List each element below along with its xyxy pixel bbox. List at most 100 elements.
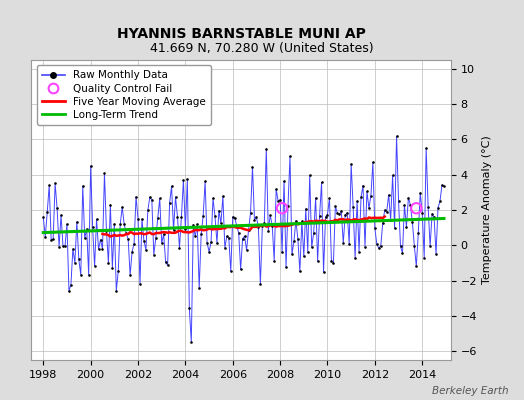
Point	[264, 228, 272, 234]
Point	[278, 249, 286, 256]
Point	[215, 207, 223, 214]
Point	[59, 243, 67, 250]
Point	[163, 262, 172, 268]
Point	[67, 282, 75, 288]
Point	[122, 230, 130, 236]
Point	[308, 244, 316, 250]
Point	[339, 240, 347, 246]
Point	[241, 233, 249, 239]
Point	[430, 214, 438, 220]
Point	[357, 194, 365, 200]
Point	[246, 210, 255, 216]
Point	[159, 231, 168, 237]
Point	[323, 211, 332, 218]
Point	[167, 183, 176, 189]
Title: HYANNIS BARNSTABLE MUNI AP: HYANNIS BARNSTABLE MUNI AP	[117, 27, 365, 41]
Point	[104, 260, 113, 266]
Point	[120, 221, 128, 228]
Point	[171, 194, 180, 200]
Point	[102, 228, 111, 234]
Point	[63, 221, 71, 228]
Point	[280, 178, 288, 184]
Point	[244, 227, 253, 234]
Point	[438, 182, 446, 188]
Point	[166, 200, 174, 206]
Point	[373, 241, 381, 247]
Point	[414, 230, 422, 236]
Point	[292, 218, 300, 224]
Point	[412, 263, 420, 270]
Point	[426, 243, 434, 250]
Point	[328, 258, 336, 264]
Point	[233, 222, 241, 229]
Point	[225, 235, 233, 241]
Point	[440, 183, 448, 189]
Point	[349, 204, 357, 210]
Point	[213, 240, 221, 246]
Point	[177, 213, 185, 220]
Point	[238, 235, 247, 242]
Point	[108, 265, 116, 271]
Point	[69, 246, 77, 252]
Point	[282, 264, 290, 270]
Point	[41, 234, 49, 240]
Point	[86, 163, 95, 169]
Point	[43, 209, 51, 216]
Point	[79, 183, 87, 189]
Point	[39, 214, 48, 220]
Point	[286, 153, 294, 160]
Point	[377, 243, 385, 249]
Point	[290, 238, 298, 244]
Point	[298, 218, 306, 224]
Point	[335, 211, 344, 218]
Point	[388, 172, 397, 178]
Point	[243, 247, 251, 254]
Point	[181, 226, 190, 232]
Point	[343, 210, 352, 216]
Point	[65, 288, 73, 294]
Point	[315, 213, 324, 219]
Point	[361, 243, 369, 250]
Point	[223, 233, 231, 240]
Point	[337, 208, 345, 214]
Point	[130, 240, 138, 247]
Point	[258, 222, 267, 229]
Point	[353, 198, 361, 204]
Point	[77, 272, 85, 278]
Point	[138, 216, 146, 222]
Point	[211, 213, 219, 220]
Point	[158, 240, 166, 246]
Point	[367, 192, 375, 199]
Point	[169, 227, 178, 234]
Point	[347, 161, 355, 167]
Point	[203, 240, 211, 246]
Point	[254, 224, 263, 230]
Point	[161, 259, 170, 266]
Point	[256, 281, 265, 287]
Point	[209, 195, 217, 202]
Point	[136, 280, 144, 287]
Point	[355, 248, 363, 255]
Point	[359, 182, 367, 189]
Point	[112, 287, 121, 294]
Point	[134, 216, 142, 222]
Point	[329, 260, 337, 266]
Point	[432, 251, 440, 257]
Point	[276, 197, 285, 203]
Point	[221, 245, 229, 251]
Point	[370, 225, 379, 232]
Point	[296, 268, 304, 275]
Point	[250, 216, 259, 223]
Point	[156, 195, 164, 202]
Point	[146, 194, 154, 200]
Point	[278, 205, 286, 212]
Point	[410, 242, 419, 249]
Point	[420, 254, 429, 261]
Point	[404, 194, 412, 201]
Point	[191, 233, 200, 240]
Point	[140, 238, 148, 244]
Point	[96, 236, 105, 243]
Point	[228, 214, 237, 220]
Point	[424, 204, 432, 210]
Point	[266, 212, 275, 218]
